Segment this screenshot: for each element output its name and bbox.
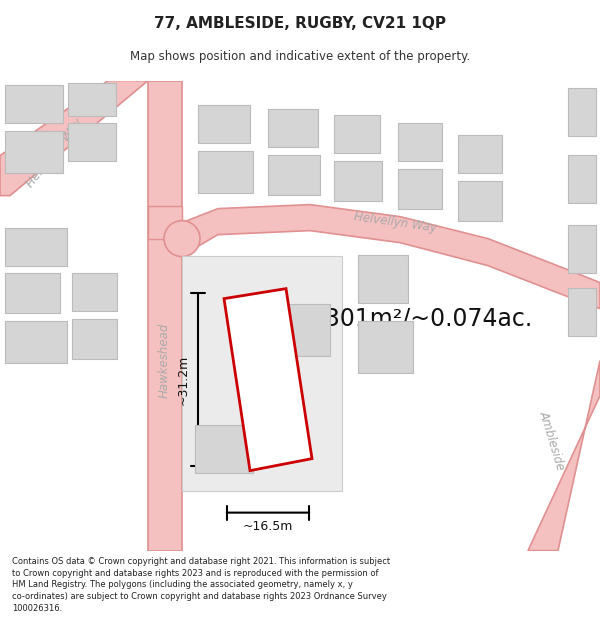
Bar <box>334 161 382 201</box>
Text: Helvellyn Way: Helvellyn Way <box>24 116 86 189</box>
Polygon shape <box>182 256 342 491</box>
Bar <box>72 319 117 359</box>
Text: Ambleside: Ambleside <box>537 409 567 472</box>
Text: ~31.2m: ~31.2m <box>177 354 190 405</box>
Bar <box>398 122 442 161</box>
Bar <box>268 109 318 147</box>
Text: Contains OS data © Crown copyright and database right 2021. This information is : Contains OS data © Crown copyright and d… <box>12 557 390 613</box>
Bar <box>68 82 116 116</box>
Bar <box>568 154 596 202</box>
Polygon shape <box>182 204 600 309</box>
Bar <box>398 169 442 209</box>
Text: Hawkeshead: Hawkeshead <box>157 323 170 398</box>
Bar <box>458 181 502 221</box>
Bar <box>5 131 63 173</box>
Bar <box>68 122 116 161</box>
Bar <box>5 272 60 312</box>
Circle shape <box>164 221 200 257</box>
Bar <box>72 272 117 311</box>
Bar <box>198 151 253 192</box>
Bar <box>358 254 408 302</box>
Polygon shape <box>148 206 182 239</box>
Bar <box>458 134 502 172</box>
Bar <box>268 154 320 194</box>
Bar <box>5 84 63 122</box>
Bar <box>268 304 330 356</box>
Bar <box>198 104 250 142</box>
Text: ~301m²/~0.074ac.: ~301m²/~0.074ac. <box>305 307 532 331</box>
Text: Helvellyn Way: Helvellyn Way <box>353 211 437 235</box>
Bar <box>568 88 596 136</box>
Bar <box>358 321 413 372</box>
Bar <box>568 288 596 336</box>
Bar <box>334 114 380 152</box>
Polygon shape <box>148 81 182 551</box>
Bar <box>568 224 596 272</box>
Bar <box>5 228 67 266</box>
Text: Map shows position and indicative extent of the property.: Map shows position and indicative extent… <box>130 50 470 62</box>
Polygon shape <box>224 289 312 471</box>
Bar <box>5 321 67 362</box>
Text: ~16.5m: ~16.5m <box>243 520 293 533</box>
Bar <box>195 424 253 472</box>
Polygon shape <box>0 81 148 196</box>
Polygon shape <box>528 361 600 551</box>
Text: 77, AMBLESIDE, RUGBY, CV21 1QP: 77, AMBLESIDE, RUGBY, CV21 1QP <box>154 16 446 31</box>
Text: 77: 77 <box>245 359 291 392</box>
